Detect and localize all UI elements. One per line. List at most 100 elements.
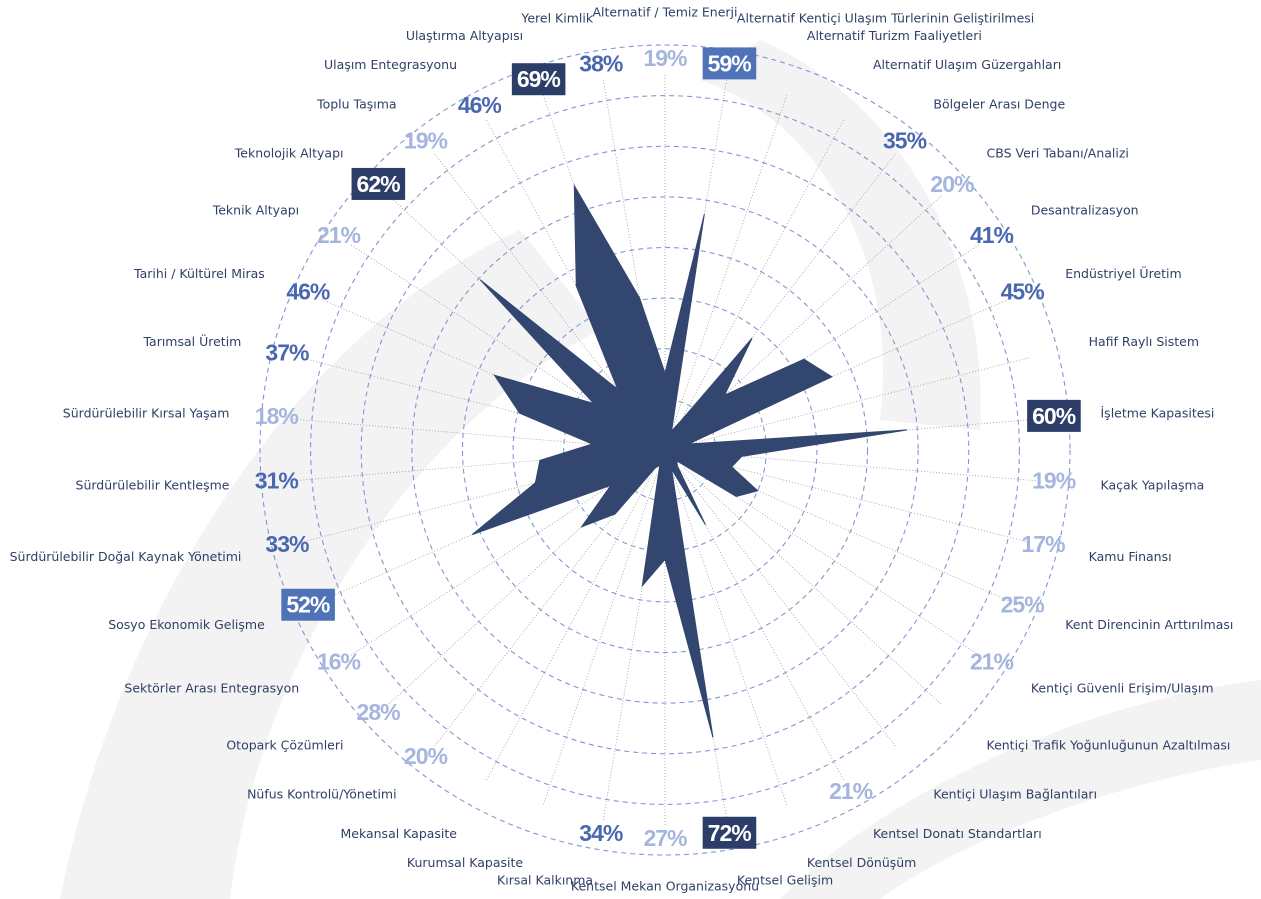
value-label: 19% (404, 127, 448, 153)
value-label: 41% (970, 222, 1014, 248)
value-label: 17% (1022, 531, 1066, 557)
value-label: 52% (286, 592, 330, 618)
leader-line (689, 455, 1029, 543)
category-label: Yerel Kimlik (520, 10, 593, 25)
value-label: 25% (1001, 592, 1045, 618)
value-label: 59% (708, 50, 752, 76)
category-label: Kırsal Kalkınma (497, 873, 593, 888)
value-label-box (281, 588, 335, 621)
category-label: Teknolojik Altyapı (234, 146, 344, 161)
category-label: Ulaştırma Altyapısı (406, 28, 523, 43)
category-label: Kamu Finansı (1089, 549, 1172, 564)
category-label: Sosyo Ekonomik Gelişme (108, 617, 265, 632)
category-label: Sürdürülebilir Doğal Kaynak Yönetimi (10, 549, 242, 564)
grid-ring (461, 246, 869, 654)
category-label: Otopark Çözümleri (226, 737, 343, 752)
value-label: 21% (829, 778, 873, 804)
category-label: Ulaşım Entegrasyonu (324, 57, 457, 72)
grid-ring (310, 95, 1020, 805)
value-label: 33% (265, 531, 309, 557)
value-label: 46% (286, 278, 330, 304)
value-label: 38% (579, 50, 623, 76)
leader-line (672, 473, 788, 805)
category-label: Kentiçi Trafik Yoğunluğunun Azaltılması (987, 737, 1231, 752)
value-label: 37% (265, 339, 309, 365)
background-shape (60, 230, 600, 899)
value-label-box (1027, 399, 1081, 432)
grid-ring (259, 44, 1071, 856)
category-label: Alternatif Turizm Faaliyetleri (807, 28, 982, 43)
category-label: Tarımsal Üretim (142, 333, 241, 349)
category-label: Kentsel Gelişim (737, 873, 833, 888)
leader-line (350, 463, 645, 656)
leader-line (434, 153, 650, 431)
category-label: Alternatif Kentiçi Ulaşım Türlerinin Gel… (737, 10, 1034, 25)
leader-line (434, 469, 650, 747)
category-label: Sektörler Arası Entegrasyon (124, 681, 299, 696)
value-label-box (702, 47, 757, 80)
value-label: 20% (404, 743, 448, 769)
value-label: 19% (643, 45, 687, 71)
leader-line (672, 95, 788, 427)
value-label: 34% (579, 820, 623, 846)
category-label: Teknik Altyapı (212, 202, 299, 217)
value-label: 45% (1001, 278, 1045, 304)
leader-line (683, 466, 942, 705)
value-label: 21% (970, 648, 1014, 674)
category-label: Kent Direncinin Arttırılması (1065, 617, 1233, 632)
leader-line (689, 451, 1039, 482)
value-label: 27% (643, 825, 687, 851)
category-label: Bölgeler Arası Denge (933, 97, 1065, 112)
category-label: Kentiçi Güvenli Erişim/Ulaşım (1031, 681, 1214, 696)
leader-line (689, 357, 1029, 445)
value-label: 46% (458, 92, 502, 118)
category-label: Kentiçi Ulaşım Bağlantıları (933, 786, 1097, 801)
leader-line (542, 473, 658, 805)
value-label: 19% (1032, 467, 1076, 493)
leader-line (291, 418, 641, 449)
value-label: 69% (517, 66, 561, 92)
value-label: 72% (708, 820, 752, 846)
radar-area (471, 183, 908, 738)
category-label: Nüfus Kontrolü/Yönetimi (247, 786, 397, 801)
category-label: Endüstriyel Üretim (1065, 265, 1182, 281)
category-label: Kentsel Mekan Organizasyonu (571, 879, 759, 894)
value-label-box (351, 167, 406, 200)
category-label: CBS Veri Tabanı/Analizi (987, 146, 1129, 161)
leader-line (680, 469, 896, 747)
value-label: 62% (357, 171, 401, 197)
grid-ring (411, 196, 919, 704)
category-label: Sürdürülebilir Kırsal Yaşam (63, 405, 230, 420)
value-label: 28% (357, 699, 401, 725)
value-label: 60% (1032, 403, 1076, 429)
value-label: 16% (317, 648, 361, 674)
category-label: Mekansal Kapasite (340, 826, 457, 841)
category-label: İşletme Kapasitesi (1101, 405, 1215, 420)
category-label: Toplu Taşıma (316, 97, 397, 112)
category-label: Kaçak Yapılaşma (1101, 478, 1205, 493)
leader-line (676, 120, 844, 429)
category-label: Kurumsal Kapasite (407, 855, 523, 870)
category-label: Kentsel Dönüşüm (807, 855, 916, 870)
category-label: Sürdürülebilir Kentleşme (76, 478, 230, 493)
category-label: Hafif Raylı Sistem (1089, 334, 1199, 349)
background-shape (700, 40, 981, 430)
value-label: 35% (883, 127, 927, 153)
background-shape (780, 680, 1261, 899)
category-label: Tarihi / Kültürel Miras (133, 266, 265, 281)
category-label: Desantralizasyon (1031, 202, 1139, 217)
value-label-box (511, 63, 566, 96)
value-label: 21% (317, 222, 361, 248)
value-label: 31% (255, 467, 299, 493)
grid-ring (360, 145, 970, 755)
leader-line (683, 195, 942, 434)
category-label: Alternatif / Temiz Enerji (592, 5, 737, 20)
category-label: Alternatif Ulaşım Güzergahları (873, 57, 1061, 72)
category-label: Kentsel Donatı Standartları (873, 826, 1042, 841)
value-label: 18% (255, 403, 299, 429)
value-label: 20% (930, 171, 974, 197)
value-label-box (702, 816, 757, 849)
leader-line (486, 471, 654, 780)
grid-ring (512, 297, 818, 603)
